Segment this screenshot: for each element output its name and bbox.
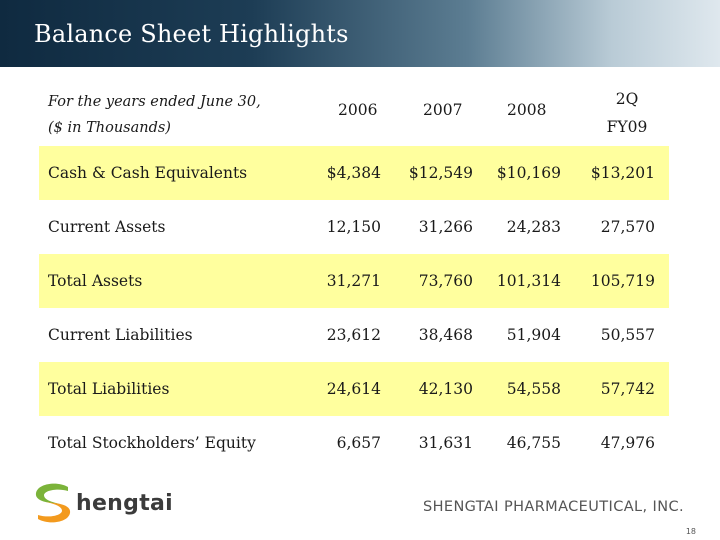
table-row: Cash & Cash Equivalents $4,384 $12,549 $…: [39, 146, 669, 200]
row-label: Total Stockholders’ Equity: [48, 434, 256, 452]
row-label: Current Assets: [48, 218, 166, 236]
column-header-2008: 2008: [507, 101, 547, 119]
table-cell: $13,201: [590, 164, 655, 182]
table-row: Current Assets 12,150 31,266 24,283 27,5…: [39, 200, 669, 254]
company-name: SHENGTAI PHARMACEUTICAL, INC.: [422, 499, 684, 515]
table-cell: $10,169: [496, 164, 561, 182]
title-bar: Balance Sheet Highlights: [0, 0, 720, 67]
table-cell: 31,271: [326, 272, 381, 290]
row-label: Current Liabilities: [48, 326, 193, 344]
column-header-2006: 2006: [338, 101, 378, 119]
table-header-label: For the years ended June 30, ($ in Thous…: [48, 89, 261, 141]
table-cell: 27,570: [600, 218, 655, 236]
table-cell: 73,760: [418, 272, 473, 290]
table-cell: 50,557: [600, 326, 655, 344]
table-header-row: For the years ended June 30, ($ in Thous…: [39, 79, 669, 146]
table-cell: 46,755: [506, 434, 561, 452]
table-cell: 105,719: [590, 272, 655, 290]
table-cell: 54,558: [506, 380, 561, 398]
row-label: Total Liabilities: [48, 380, 170, 398]
table-cell: 23,612: [326, 326, 381, 344]
slide-title: Balance Sheet Highlights: [34, 20, 349, 48]
table-cell: 42,130: [418, 380, 473, 398]
row-label: Cash & Cash Equivalents: [48, 164, 248, 182]
table-cell: 12,150: [326, 218, 381, 236]
header-label-period: For the years ended June 30,: [48, 94, 261, 110]
table-row: Total Liabilities 24,614 42,130 54,558 5…: [39, 362, 669, 416]
table-row: Total Assets 31,271 73,760 101,314 105,7…: [39, 254, 669, 308]
table-cell: 47,976: [600, 434, 655, 452]
table-cell: 6,657: [336, 434, 381, 452]
table-cell: 31,631: [418, 434, 473, 452]
table-cell: 31,266: [418, 218, 473, 236]
shengtai-logo: hengtai: [30, 481, 180, 525]
header-label-units: ($ in Thousands): [48, 120, 171, 136]
column-header-2007: 2007: [423, 101, 463, 119]
table-cell: 24,283: [506, 218, 561, 236]
table-row: Total Stockholders’ Equity 6,657 31,631 …: [39, 416, 669, 470]
column-header-2q: 2Q: [615, 90, 639, 108]
shengtai-s-mark-icon: [35, 483, 71, 523]
table-cell: 38,468: [418, 326, 473, 344]
logo-wordmark: hengtai: [76, 491, 173, 516]
table-cell: 51,904: [506, 326, 561, 344]
column-header-fy09: FY09: [606, 118, 648, 136]
table-cell: $4,384: [326, 164, 381, 182]
table-cell: 24,614: [326, 380, 381, 398]
table-cell: $12,549: [408, 164, 473, 182]
table-cell: 101,314: [496, 272, 561, 290]
column-header-2q-fy09: 2Q FY09: [599, 85, 655, 141]
row-label: Total Assets: [48, 272, 143, 290]
table-row: Current Liabilities 23,612 38,468 51,904…: [39, 308, 669, 362]
page-number: 18: [685, 527, 696, 536]
table-cell: 57,742: [600, 380, 655, 398]
